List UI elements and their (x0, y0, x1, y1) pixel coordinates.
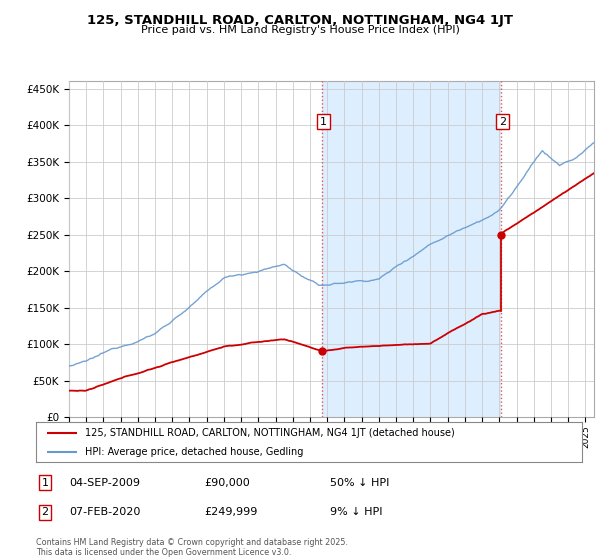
Text: 1: 1 (320, 116, 327, 127)
Text: 1: 1 (41, 478, 49, 488)
Text: 04-SEP-2009: 04-SEP-2009 (69, 478, 140, 488)
Text: Contains HM Land Registry data © Crown copyright and database right 2025.
This d: Contains HM Land Registry data © Crown c… (36, 538, 348, 557)
Text: Price paid vs. HM Land Registry's House Price Index (HPI): Price paid vs. HM Land Registry's House … (140, 25, 460, 35)
Text: 2: 2 (499, 116, 506, 127)
Text: 125, STANDHILL ROAD, CARLTON, NOTTINGHAM, NG4 1JT: 125, STANDHILL ROAD, CARLTON, NOTTINGHAM… (87, 14, 513, 27)
Text: £249,999: £249,999 (204, 507, 257, 517)
Text: 07-FEB-2020: 07-FEB-2020 (69, 507, 140, 517)
Text: 50% ↓ HPI: 50% ↓ HPI (330, 478, 389, 488)
Text: 125, STANDHILL ROAD, CARLTON, NOTTINGHAM, NG4 1JT (detached house): 125, STANDHILL ROAD, CARLTON, NOTTINGHAM… (85, 428, 455, 437)
Text: 9% ↓ HPI: 9% ↓ HPI (330, 507, 383, 517)
Text: 2: 2 (41, 507, 49, 517)
Text: HPI: Average price, detached house, Gedling: HPI: Average price, detached house, Gedl… (85, 447, 304, 457)
Bar (322, 81, 501, 417)
Text: £90,000: £90,000 (204, 478, 250, 488)
